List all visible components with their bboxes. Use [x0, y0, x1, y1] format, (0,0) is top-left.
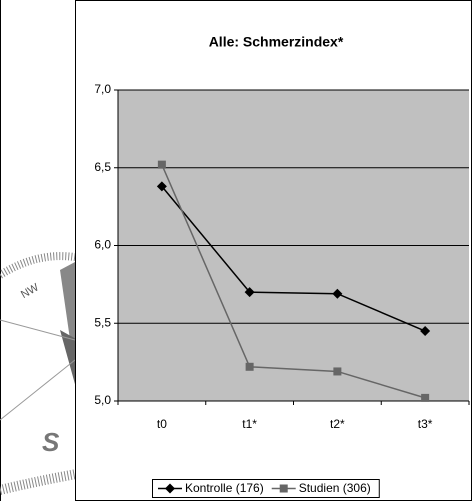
x-tick-label: t0 [157, 417, 167, 431]
compass-label: NW [19, 281, 41, 301]
marker [333, 367, 341, 375]
x-tick-label: t3* [418, 417, 433, 431]
y-tick-label: 6,5 [94, 160, 111, 174]
y-tick-label: 6,0 [94, 238, 111, 252]
legend: Kontrolle (176) Studien (306) [153, 480, 380, 498]
legend-label: Kontrolle (176) [185, 481, 264, 495]
legend-label: Studien (306) [299, 481, 371, 495]
chart: NW S Alle: Schmerzindex* 5,0 5,5 6,0 6,5 7,0… [0, 0, 472, 501]
legend-marker [280, 485, 288, 493]
compass-label: S [42, 427, 60, 457]
y-tick-label: 5,5 [94, 315, 111, 329]
x-tick-label: t1* [242, 417, 257, 431]
compass-line [0, 360, 75, 420]
chart-title: Alle: Schmerzindex* [209, 34, 344, 50]
compass-line [0, 320, 75, 340]
y-tick-label: 7,0 [94, 82, 111, 96]
x-tick-label: t2* [330, 417, 345, 431]
marker [158, 161, 166, 169]
marker [246, 363, 254, 371]
y-tick-label: 5,0 [94, 393, 111, 407]
marker [421, 394, 429, 402]
